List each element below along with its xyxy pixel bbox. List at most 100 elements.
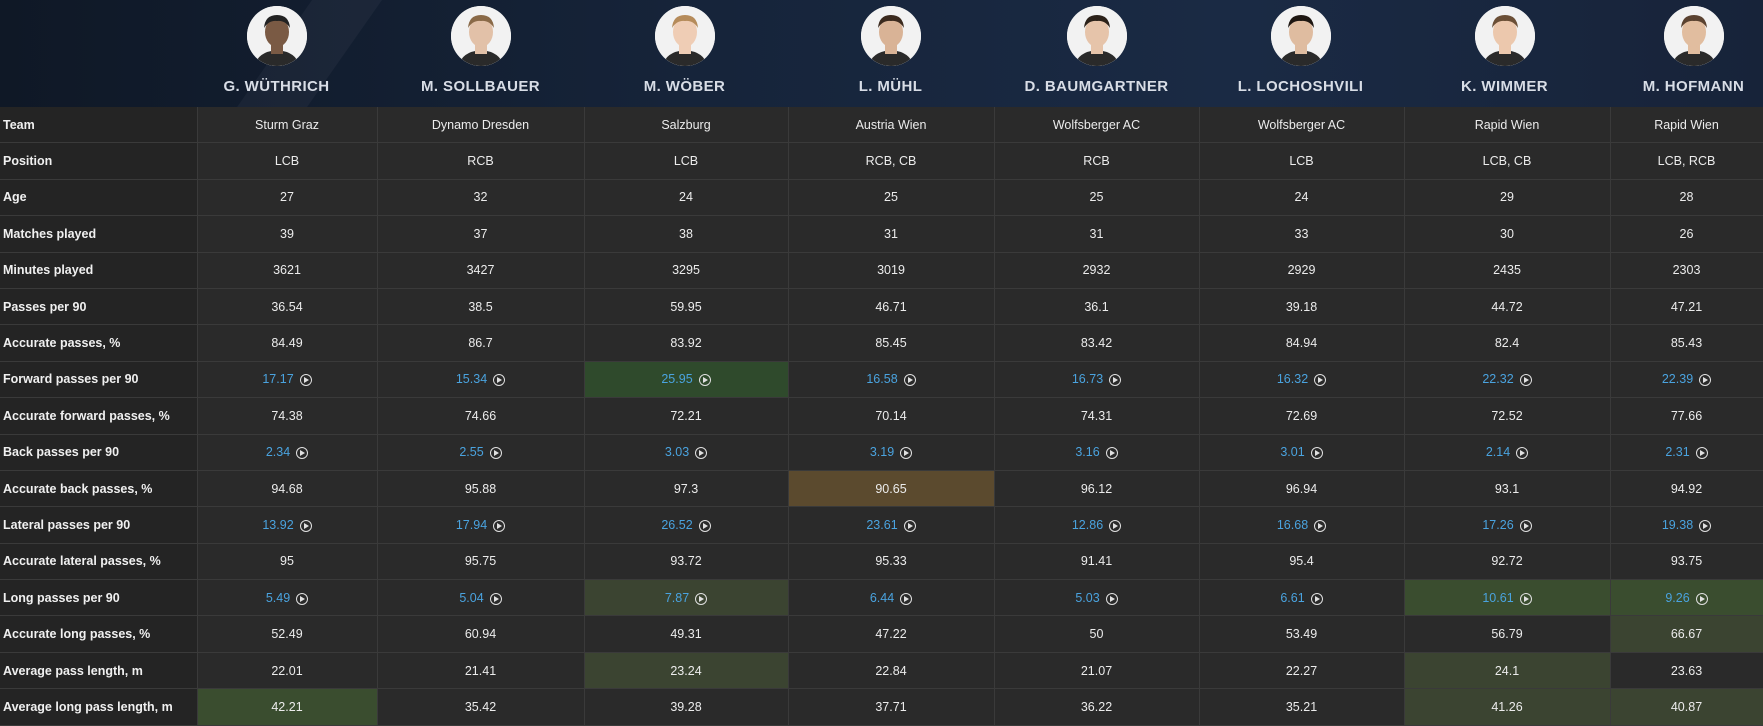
play-video-icon[interactable] bbox=[695, 447, 708, 460]
stat-value[interactable]: 5.49 bbox=[265, 590, 291, 605]
player-header-7[interactable]: K. WIMMER bbox=[1406, 0, 1603, 107]
stat-cell[interactable]: 2.55 bbox=[377, 434, 585, 471]
stat-value[interactable]: 22.32 bbox=[1482, 372, 1514, 387]
stat-cell[interactable]: 16.73 bbox=[994, 361, 1200, 399]
stat-value[interactable]: 9.26 bbox=[1665, 590, 1690, 605]
stat-value[interactable]: 2.34 bbox=[265, 445, 291, 460]
stat-cell[interactable]: 2.31 bbox=[1610, 434, 1763, 471]
stat-cell[interactable]: 3.01 bbox=[1199, 434, 1405, 471]
stat-cell[interactable]: 22.39 bbox=[1610, 361, 1763, 399]
stat-value[interactable]: 3.01 bbox=[1280, 445, 1305, 460]
play-video-icon[interactable] bbox=[1519, 519, 1532, 532]
stat-value[interactable]: 16.73 bbox=[1071, 372, 1104, 387]
stat-value[interactable]: 26.52 bbox=[661, 517, 693, 532]
play-video-icon[interactable] bbox=[1516, 447, 1529, 460]
player-header-4[interactable]: L. MÜHL bbox=[792, 0, 989, 107]
player-photo[interactable] bbox=[1663, 6, 1724, 66]
stat-cell[interactable]: 5.03 bbox=[994, 579, 1200, 617]
stat-cell[interactable]: 23.61 bbox=[788, 506, 995, 544]
stat-cell[interactable]: 7.87 bbox=[584, 579, 789, 617]
play-video-icon[interactable] bbox=[493, 374, 506, 387]
stat-cell[interactable]: 15.34 bbox=[377, 361, 585, 399]
stat-cell[interactable]: 9.26 bbox=[1610, 579, 1763, 617]
play-video-icon[interactable] bbox=[1314, 374, 1327, 387]
stat-cell[interactable]: 26.52 bbox=[584, 506, 789, 544]
stat-cell[interactable]: 17.94 bbox=[377, 506, 585, 544]
stat-cell[interactable]: 13.92 bbox=[197, 506, 378, 544]
stat-cell[interactable]: 25.95 bbox=[584, 361, 789, 399]
play-video-icon[interactable] bbox=[1695, 447, 1708, 460]
stat-value[interactable]: 3.16 bbox=[1075, 445, 1100, 460]
player-photo[interactable] bbox=[654, 6, 715, 66]
play-video-icon[interactable] bbox=[1105, 592, 1118, 605]
player-header-6[interactable]: L. LOCHOSHVILI bbox=[1202, 0, 1399, 107]
play-video-icon[interactable] bbox=[1310, 592, 1323, 605]
stat-value[interactable]: 6.44 bbox=[869, 590, 895, 605]
player-name[interactable]: L. LOCHOSHVILI bbox=[1237, 78, 1364, 95]
stat-cell[interactable]: 16.32 bbox=[1199, 361, 1405, 399]
stat-value[interactable]: 17.26 bbox=[1482, 517, 1514, 532]
stat-value[interactable]: 17.17 bbox=[262, 372, 294, 387]
stat-cell[interactable]: 12.86 bbox=[994, 506, 1200, 544]
stat-value[interactable]: 13.92 bbox=[262, 517, 294, 532]
player-header-5[interactable]: D. BAUMGARTNER bbox=[998, 0, 1195, 107]
play-video-icon[interactable] bbox=[296, 447, 309, 460]
play-video-icon[interactable] bbox=[1310, 447, 1323, 460]
stat-value[interactable]: 5.03 bbox=[1075, 590, 1100, 605]
stat-cell[interactable]: 19.38 bbox=[1610, 506, 1763, 544]
stat-cell[interactable]: 17.17 bbox=[197, 361, 378, 399]
player-name[interactable]: M. SOLLBAUER bbox=[421, 78, 540, 95]
stat-value[interactable]: 16.58 bbox=[866, 372, 898, 387]
stat-value[interactable]: 15.34 bbox=[455, 372, 488, 387]
play-video-icon[interactable] bbox=[1699, 519, 1712, 532]
play-video-icon[interactable] bbox=[1105, 447, 1118, 460]
stat-value[interactable]: 2.31 bbox=[1665, 445, 1690, 460]
play-video-icon[interactable] bbox=[489, 447, 502, 460]
play-video-icon[interactable] bbox=[299, 374, 312, 387]
player-name[interactable]: K. WIMMER bbox=[1461, 78, 1548, 95]
player-name[interactable]: L. MÜHL bbox=[858, 78, 923, 95]
player-header-3[interactable]: M. WÖBER bbox=[586, 0, 783, 107]
stat-value[interactable]: 7.87 bbox=[664, 590, 690, 605]
stat-value[interactable]: 23.61 bbox=[866, 517, 898, 532]
play-video-icon[interactable] bbox=[900, 447, 913, 460]
player-header-1[interactable]: G. WÜTHRICH bbox=[178, 0, 375, 107]
player-photo[interactable] bbox=[860, 6, 921, 66]
play-video-icon[interactable] bbox=[1109, 519, 1122, 532]
stat-cell[interactable]: 22.32 bbox=[1404, 361, 1611, 399]
player-header-2[interactable]: M. SOLLBAUER bbox=[382, 0, 579, 107]
stat-value[interactable]: 12.86 bbox=[1071, 517, 1104, 532]
stat-value[interactable]: 3.03 bbox=[664, 445, 690, 460]
stat-value[interactable]: 5.04 bbox=[459, 590, 484, 605]
stat-cell[interactable]: 2.14 bbox=[1404, 434, 1611, 471]
stat-cell[interactable]: 16.58 bbox=[788, 361, 995, 399]
player-name[interactable]: M. HOFMANN bbox=[1642, 78, 1745, 95]
stat-cell[interactable]: 17.26 bbox=[1404, 506, 1611, 544]
play-video-icon[interactable] bbox=[299, 519, 312, 532]
play-video-icon[interactable] bbox=[296, 592, 309, 605]
play-video-icon[interactable] bbox=[1699, 374, 1712, 387]
play-video-icon[interactable] bbox=[1519, 592, 1532, 605]
stat-value[interactable]: 16.32 bbox=[1276, 372, 1309, 387]
player-name[interactable]: M. WÖBER bbox=[643, 78, 726, 95]
play-video-icon[interactable] bbox=[900, 592, 913, 605]
play-video-icon[interactable] bbox=[1519, 374, 1532, 387]
stat-cell[interactable]: 6.61 bbox=[1199, 579, 1405, 617]
stat-cell[interactable]: 3.03 bbox=[584, 434, 789, 471]
player-photo[interactable] bbox=[246, 6, 307, 66]
stat-value[interactable]: 19.38 bbox=[1661, 517, 1694, 532]
stat-cell[interactable]: 5.04 bbox=[377, 579, 585, 617]
player-name[interactable]: G. WÜTHRICH bbox=[223, 78, 330, 95]
play-video-icon[interactable] bbox=[489, 592, 502, 605]
stat-cell[interactable]: 16.68 bbox=[1199, 506, 1405, 544]
stat-value[interactable]: 3.19 bbox=[869, 445, 895, 460]
stat-cell[interactable]: 5.49 bbox=[197, 579, 378, 617]
stat-cell[interactable]: 6.44 bbox=[788, 579, 995, 617]
stat-cell[interactable]: 3.19 bbox=[788, 434, 995, 471]
stat-value[interactable]: 17.94 bbox=[455, 517, 488, 532]
player-photo[interactable] bbox=[1474, 6, 1535, 66]
stat-cell[interactable]: 3.16 bbox=[994, 434, 1200, 471]
play-video-icon[interactable] bbox=[1314, 519, 1327, 532]
play-video-icon[interactable] bbox=[1109, 374, 1122, 387]
play-video-icon[interactable] bbox=[698, 374, 711, 387]
